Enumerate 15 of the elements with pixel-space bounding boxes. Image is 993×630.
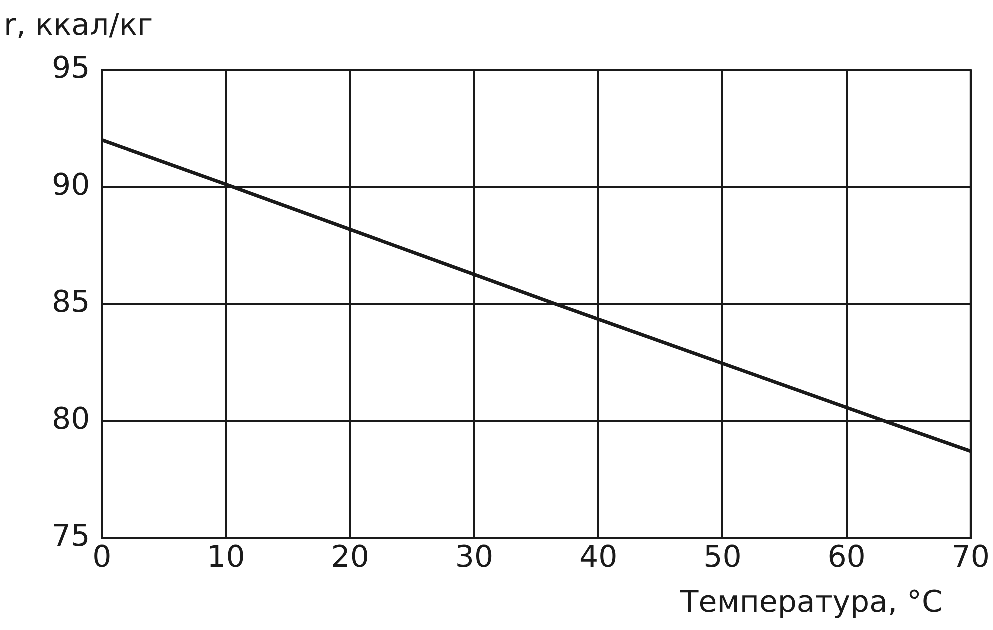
- x-tick-label: 10: [207, 540, 246, 575]
- x-tick-label: 40: [580, 540, 618, 575]
- x-tick-label: 30: [455, 540, 494, 575]
- y-tick-label: 95: [52, 50, 90, 86]
- x-tick-label: 20: [331, 540, 370, 575]
- x-tick-label: 50: [704, 540, 742, 575]
- x-tick-label: 0: [92, 540, 112, 575]
- x-tick-label: 70: [952, 540, 990, 575]
- y-tick-label: 90: [52, 168, 90, 203]
- y-tick-label: 85: [52, 284, 90, 320]
- x-tick-label: 60: [828, 540, 866, 575]
- y-tick-label: 80: [52, 402, 90, 437]
- x-axis-title: Температура, °C: [680, 585, 943, 620]
- y-axis-title: r, ккал/кг: [4, 8, 154, 43]
- y-tick-label: 75: [52, 518, 90, 554]
